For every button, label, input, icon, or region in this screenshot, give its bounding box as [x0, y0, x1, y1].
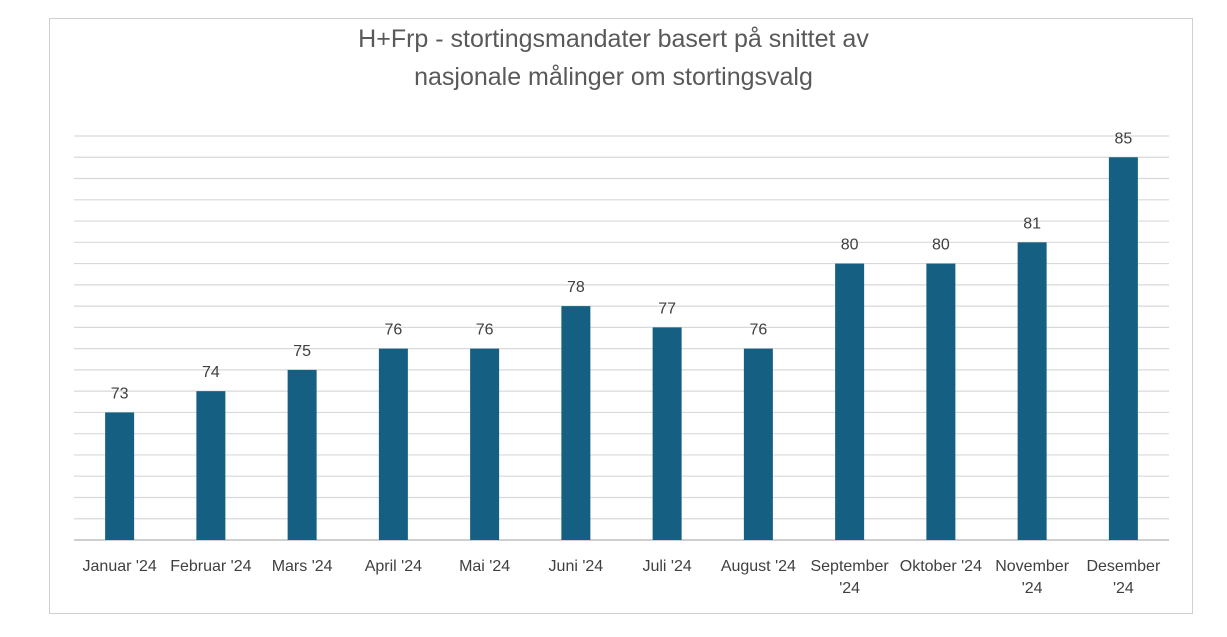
- bar: [926, 263, 956, 540]
- x-tick-label-line: '24: [1113, 580, 1134, 597]
- x-tick-label-line: Desember: [1086, 558, 1160, 575]
- x-tick-label-line: September: [810, 558, 889, 575]
- data-label: 80: [841, 237, 859, 254]
- x-tick-label-line: Januar '24: [83, 558, 157, 575]
- data-label: 76: [384, 322, 402, 339]
- gridlines: [74, 135, 1169, 541]
- x-tick-label-line: April '24: [365, 558, 422, 575]
- x-tick-label: Oktober '24: [900, 558, 982, 575]
- x-tick-label-line: Oktober '24: [900, 558, 982, 575]
- x-tick-label-line: Mars '24: [272, 558, 333, 575]
- data-label: 76: [749, 322, 767, 339]
- x-tick-label-line: Februar '24: [170, 558, 251, 575]
- bar: [743, 348, 773, 540]
- data-label: 76: [476, 322, 494, 339]
- x-tick-labels: Januar '24 Februar '24 Mars '24 April '24 Ma…: [83, 558, 1161, 597]
- x-tick-label: Juli '24: [642, 558, 691, 575]
- data-label: 78: [567, 279, 585, 296]
- data-label: 75: [293, 343, 311, 360]
- x-tick-label: August '24: [721, 558, 796, 575]
- x-tick-label-line: Juni '24: [549, 558, 604, 575]
- bar: [287, 369, 317, 540]
- bar: [105, 412, 135, 540]
- x-tick-label: November '24: [995, 558, 1069, 597]
- bar: [652, 327, 682, 540]
- bar: [1108, 157, 1138, 540]
- chart-title: H+Frp - stortingsmandater basert på snit…: [0, 20, 1227, 96]
- bar: [561, 306, 591, 540]
- x-tick-label: Februar '24: [170, 558, 251, 575]
- chart-title-line-2: nasjonale målinger om stortingsvalg: [414, 63, 813, 91]
- x-tick-label: Mai '24: [459, 558, 510, 575]
- bar: [835, 263, 865, 540]
- x-tick-label: April '24: [365, 558, 422, 575]
- data-label: 80: [932, 237, 950, 254]
- data-label: 73: [111, 385, 129, 402]
- data-label: 85: [1114, 130, 1132, 147]
- x-tick-label-line: Juli '24: [642, 558, 691, 575]
- data-label: 81: [1023, 215, 1041, 232]
- data-label: 74: [202, 364, 220, 381]
- chart-frame: [49, 18, 1193, 614]
- x-tick-label: Mars '24: [272, 558, 333, 575]
- data-label: 77: [658, 300, 676, 317]
- bar: [470, 348, 500, 540]
- x-tick-label-line: Mai '24: [459, 558, 510, 575]
- data-labels: 73 74 75 76 76 78 77 76 80 80 81 85: [111, 130, 1133, 402]
- bar: [378, 348, 408, 540]
- bars: [105, 157, 1138, 540]
- x-tick-label-line: '24: [1022, 580, 1043, 597]
- x-tick-label: Januar '24: [83, 558, 157, 575]
- x-tick-label: September '24: [810, 558, 889, 597]
- bar: [1017, 242, 1047, 540]
- x-tick-label-line: August '24: [721, 558, 796, 575]
- x-tick-label-line: '24: [839, 580, 860, 597]
- x-tick-label: Juni '24: [549, 558, 604, 575]
- x-tick-label: Desember '24: [1086, 558, 1160, 597]
- chart-title-line-1: H+Frp - stortingsmandater basert på snit…: [358, 25, 869, 53]
- x-tick-label-line: November: [995, 558, 1069, 575]
- bar: [196, 391, 226, 540]
